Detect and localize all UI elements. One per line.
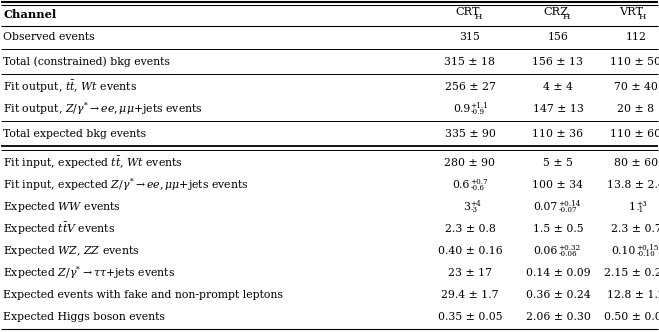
Text: 80 ± 60: 80 ± 60 — [614, 158, 658, 168]
Text: +1.1: +1.1 — [471, 102, 488, 110]
Text: 315 ± 18: 315 ± 18 — [445, 57, 496, 67]
Text: Fit output, $t\bar{t}$, $Wt$ events: Fit output, $t\bar{t}$, $Wt$ events — [3, 79, 137, 95]
Text: CRZ: CRZ — [543, 7, 568, 17]
Text: 23 ± 17: 23 ± 17 — [448, 268, 492, 278]
Text: 280 ± 90: 280 ± 90 — [445, 158, 496, 168]
Text: 156 ± 13: 156 ± 13 — [532, 57, 583, 67]
Text: 112: 112 — [625, 32, 646, 42]
Text: Expected events with fake and non-prompt leptons: Expected events with fake and non-prompt… — [3, 290, 283, 300]
Text: H: H — [639, 13, 646, 21]
Text: Fit input, expected $t\bar{t}$, $Wt$ events: Fit input, expected $t\bar{t}$, $Wt$ eve… — [3, 155, 183, 171]
Text: Expected $WW$ events: Expected $WW$ events — [3, 200, 121, 214]
Text: Expected Higgs boson events: Expected Higgs boson events — [3, 312, 165, 322]
Text: 70 ± 40: 70 ± 40 — [614, 82, 658, 92]
Text: H: H — [475, 13, 482, 21]
Text: 13.8 ± 2.4: 13.8 ± 2.4 — [607, 180, 659, 190]
Text: 256 ± 27: 256 ± 27 — [445, 82, 496, 92]
Text: 110 ± 60: 110 ± 60 — [610, 129, 659, 139]
Text: Expected $WZ$, $ZZ$ events: Expected $WZ$, $ZZ$ events — [3, 244, 140, 258]
Text: 4 ± 4: 4 ± 4 — [543, 82, 573, 92]
Text: 0.40 ± 0.16: 0.40 ± 0.16 — [438, 246, 502, 256]
Text: Expected $t\bar{t}V$ events: Expected $t\bar{t}V$ events — [3, 221, 115, 237]
Text: 0.35 ± 0.05: 0.35 ± 0.05 — [438, 312, 502, 322]
Text: -3: -3 — [471, 206, 478, 214]
Text: 0.06: 0.06 — [534, 246, 558, 256]
Text: Observed events: Observed events — [3, 32, 95, 42]
Text: +0.7: +0.7 — [471, 178, 488, 186]
Text: VRT: VRT — [619, 7, 643, 17]
Text: 0.6: 0.6 — [453, 180, 470, 190]
Text: 156: 156 — [548, 32, 569, 42]
Text: Total expected bkg events: Total expected bkg events — [3, 129, 146, 139]
Text: 3: 3 — [463, 202, 470, 212]
Text: Fit output, $Z/\gamma^{*} \rightarrow ee, \mu\mu$+jets events: Fit output, $Z/\gamma^{*} \rightarrow ee… — [3, 101, 203, 117]
Text: +0.14: +0.14 — [558, 200, 581, 208]
Text: -1: -1 — [637, 206, 644, 214]
Text: 0.9: 0.9 — [453, 104, 470, 114]
Text: -0.6: -0.6 — [471, 184, 484, 192]
Text: 5 ± 5: 5 ± 5 — [543, 158, 573, 168]
Text: -0.9: -0.9 — [471, 108, 484, 116]
Text: 1.5 ± 0.5: 1.5 ± 0.5 — [532, 224, 583, 234]
Text: -0.06: -0.06 — [558, 250, 577, 258]
Text: 1: 1 — [629, 202, 636, 212]
Text: 29.4 ± 1.7: 29.4 ± 1.7 — [442, 290, 499, 300]
Text: 335 ± 90: 335 ± 90 — [445, 129, 496, 139]
Text: 315: 315 — [459, 32, 480, 42]
Text: 0.07: 0.07 — [534, 202, 558, 212]
Text: +0.15: +0.15 — [637, 244, 659, 252]
Text: +3: +3 — [637, 200, 647, 208]
Text: 110 ± 36: 110 ± 36 — [532, 129, 584, 139]
Text: 2.3 ± 0.8: 2.3 ± 0.8 — [445, 224, 496, 234]
Text: -0.10: -0.10 — [637, 250, 655, 258]
Text: Fit input, expected $Z/\gamma^{*} \rightarrow ee, \mu\mu$+jets events: Fit input, expected $Z/\gamma^{*} \right… — [3, 177, 248, 193]
Text: 0.14 ± 0.09: 0.14 ± 0.09 — [526, 268, 590, 278]
Text: Expected $Z/\gamma^{*} \rightarrow \tau\tau$+jets events: Expected $Z/\gamma^{*} \rightarrow \tau\… — [3, 265, 175, 281]
Text: Total (constrained) bkg events: Total (constrained) bkg events — [3, 57, 170, 67]
Text: 12.8 ± 1.2: 12.8 ± 1.2 — [607, 290, 659, 300]
Text: 20 ± 8: 20 ± 8 — [617, 104, 654, 114]
Text: Channel: Channel — [3, 9, 56, 20]
Text: +4: +4 — [471, 200, 481, 208]
Text: +0.32: +0.32 — [558, 244, 581, 252]
Text: 100 ± 34: 100 ± 34 — [532, 180, 583, 190]
Text: H: H — [563, 13, 571, 21]
Text: 2.15 ± 0.28: 2.15 ± 0.28 — [604, 268, 659, 278]
Text: 0.50 ± 0.06: 0.50 ± 0.06 — [604, 312, 659, 322]
Text: 2.3 ± 0.7: 2.3 ± 0.7 — [611, 224, 659, 234]
Text: 0.36 ± 0.24: 0.36 ± 0.24 — [526, 290, 590, 300]
Text: 0.10: 0.10 — [612, 246, 636, 256]
Text: 2.06 ± 0.30: 2.06 ± 0.30 — [526, 312, 590, 322]
Text: 110 ± 50: 110 ± 50 — [610, 57, 659, 67]
Text: CRT: CRT — [455, 7, 480, 17]
Text: -0.07: -0.07 — [558, 206, 577, 214]
Text: 147 ± 13: 147 ± 13 — [532, 104, 583, 114]
